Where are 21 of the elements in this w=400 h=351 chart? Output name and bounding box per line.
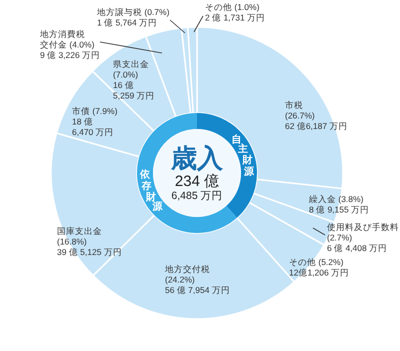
- data-label: (7.0%) 16 億 5,259 万円: [113, 70, 155, 100]
- slice-label: 県支出金: [113, 59, 149, 69]
- slice-label: 地方消費税交付金 (4.0%) 9 億 3,226 万円: [39, 29, 100, 60]
- slice-label: 自主財源: [232, 132, 255, 178]
- data-label: (26.7%) 62 億6,187 万円: [285, 110, 348, 131]
- slice-label: 国庫支出金: [57, 226, 102, 236]
- data-label: (2.7%) 6 億 4,408 万円: [327, 232, 388, 253]
- slice-label: その他 (1.0%) 2 億 1,731 万円: [205, 2, 266, 22]
- slice-label: 繰入金 (3.8%) 8 億 9,155 万円: [308, 194, 370, 214]
- slice-label: 市債 (7.9%) 18 億 6,470 万円: [72, 106, 118, 137]
- data-label: (16.8%) 39 億 5,125 万円: [57, 236, 122, 257]
- text: 6,485 万円: [171, 190, 223, 202]
- slice-label: 地方交付税: [164, 264, 210, 274]
- text: 歳入: [170, 143, 224, 173]
- slice-label: 地方譲与税 (0.7%) 1 億 5,764 万円: [96, 7, 170, 28]
- slice-label: その他 (5.2%) 12億1,206 万円: [289, 257, 350, 278]
- slice-label: 使用料及び手数料: [327, 222, 399, 232]
- slice-label: 市税: [285, 100, 303, 110]
- text: 234 億: [174, 173, 220, 190]
- slice-label: 依存財源: [139, 168, 164, 212]
- data-label: (24.2%) 56 億 7,954 万円: [165, 274, 230, 295]
